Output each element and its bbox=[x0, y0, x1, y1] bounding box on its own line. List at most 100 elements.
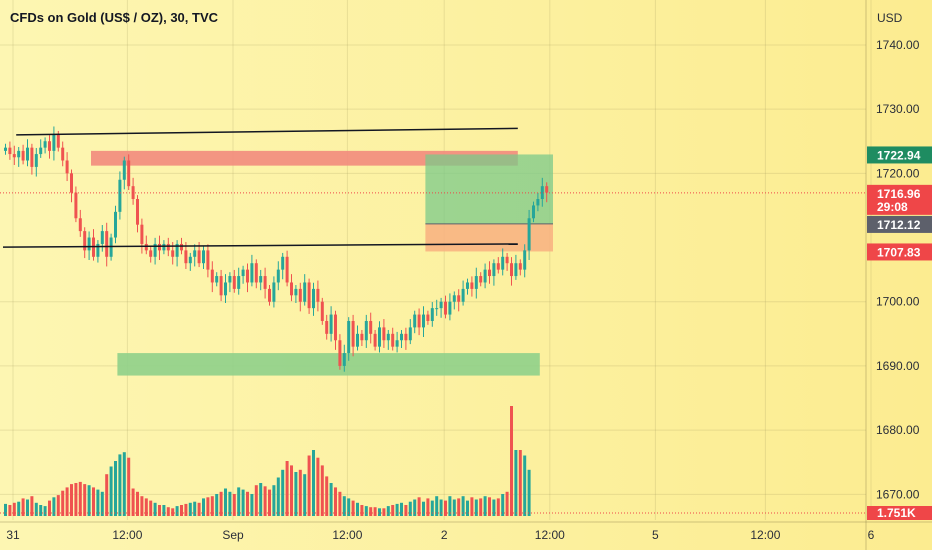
candle bbox=[149, 250, 153, 257]
volume-bar bbox=[496, 498, 500, 516]
candle bbox=[492, 263, 496, 277]
candle bbox=[4, 147, 7, 151]
volume-bar bbox=[100, 491, 104, 516]
candle bbox=[342, 353, 346, 366]
volume-bar bbox=[351, 500, 355, 516]
volume-bar bbox=[87, 485, 91, 516]
candle bbox=[448, 301, 452, 315]
volume-bar bbox=[360, 505, 364, 516]
volume-bar bbox=[39, 505, 43, 516]
candle bbox=[268, 288, 271, 302]
candle bbox=[527, 218, 531, 251]
candle bbox=[17, 150, 21, 158]
candle bbox=[171, 250, 175, 257]
candle bbox=[272, 282, 276, 302]
candle bbox=[158, 243, 161, 251]
candle bbox=[439, 301, 443, 309]
resistance-zone[interactable] bbox=[91, 150, 518, 166]
candle bbox=[114, 211, 117, 238]
candle bbox=[312, 288, 315, 309]
volume-bar bbox=[232, 494, 236, 516]
candle bbox=[474, 276, 478, 289]
volume-bar bbox=[461, 496, 465, 516]
candle bbox=[30, 147, 34, 167]
volume-bar bbox=[162, 505, 166, 516]
candle bbox=[228, 276, 232, 283]
volume-bar bbox=[364, 506, 368, 516]
candle bbox=[210, 269, 214, 283]
volume-bar bbox=[298, 469, 302, 516]
candle bbox=[400, 333, 403, 341]
candle bbox=[545, 186, 549, 193]
volume-bar bbox=[470, 497, 474, 516]
volume-bar bbox=[131, 488, 135, 516]
volume-bar bbox=[404, 505, 408, 516]
support-zone[interactable] bbox=[117, 353, 540, 376]
volume-bar bbox=[74, 483, 78, 516]
volume-bar bbox=[246, 491, 249, 516]
candle bbox=[259, 276, 263, 283]
stop-price-label: 1707.83 bbox=[877, 245, 921, 259]
candle bbox=[48, 141, 51, 151]
candle bbox=[136, 199, 139, 225]
candle bbox=[536, 199, 540, 206]
volume-bar bbox=[153, 502, 157, 516]
candle bbox=[523, 250, 527, 270]
volume-bar bbox=[430, 500, 434, 516]
volume-bar bbox=[492, 499, 496, 516]
time-tick-label: 2 bbox=[441, 528, 448, 542]
candle bbox=[307, 282, 311, 309]
candle bbox=[127, 160, 131, 187]
candle bbox=[457, 295, 461, 302]
entry-price-badge bbox=[867, 215, 932, 233]
candle bbox=[74, 192, 78, 219]
candle bbox=[162, 243, 166, 251]
volume-bar bbox=[272, 485, 276, 516]
volume-bar bbox=[34, 502, 38, 516]
trendline[interactable] bbox=[16, 127, 518, 136]
volume-bar bbox=[219, 491, 223, 516]
candle bbox=[294, 288, 298, 296]
volume-bar bbox=[136, 491, 139, 516]
volume-bar bbox=[254, 485, 258, 516]
volume-bar bbox=[426, 498, 430, 516]
volume-bar bbox=[501, 494, 505, 516]
volume-bar bbox=[386, 506, 390, 516]
volume-bar bbox=[43, 506, 47, 516]
candle bbox=[413, 314, 417, 328]
volume-bar bbox=[369, 507, 373, 516]
volume-bar bbox=[439, 499, 443, 516]
candle bbox=[70, 173, 73, 193]
candle bbox=[382, 327, 386, 341]
candle bbox=[298, 288, 302, 302]
candle bbox=[12, 154, 16, 158]
candle bbox=[488, 269, 491, 277]
volume-bar bbox=[505, 491, 509, 516]
volume-bar bbox=[290, 465, 293, 516]
volume-bar bbox=[448, 496, 452, 516]
volume-bar bbox=[171, 508, 175, 516]
candle bbox=[338, 340, 342, 366]
candle bbox=[224, 282, 227, 296]
volume-bar bbox=[180, 505, 183, 516]
volume-bar bbox=[457, 498, 461, 516]
stop-loss-zone[interactable] bbox=[425, 223, 553, 252]
volume-value-badge bbox=[867, 506, 932, 520]
last-price-label: 1716.96 bbox=[877, 187, 921, 201]
candle bbox=[373, 333, 377, 347]
volume-bar bbox=[391, 505, 395, 516]
volume-bar bbox=[444, 500, 447, 516]
volume-bar bbox=[12, 502, 16, 516]
candle bbox=[43, 141, 47, 148]
trendline[interactable] bbox=[2, 243, 518, 248]
volume-bar bbox=[342, 496, 346, 516]
candle bbox=[246, 269, 249, 283]
profit-zone[interactable] bbox=[425, 154, 553, 224]
volume-bar bbox=[312, 450, 315, 516]
volume-bar bbox=[483, 496, 487, 516]
candle bbox=[369, 320, 373, 334]
volume-bar bbox=[158, 505, 161, 516]
candle bbox=[276, 269, 280, 283]
